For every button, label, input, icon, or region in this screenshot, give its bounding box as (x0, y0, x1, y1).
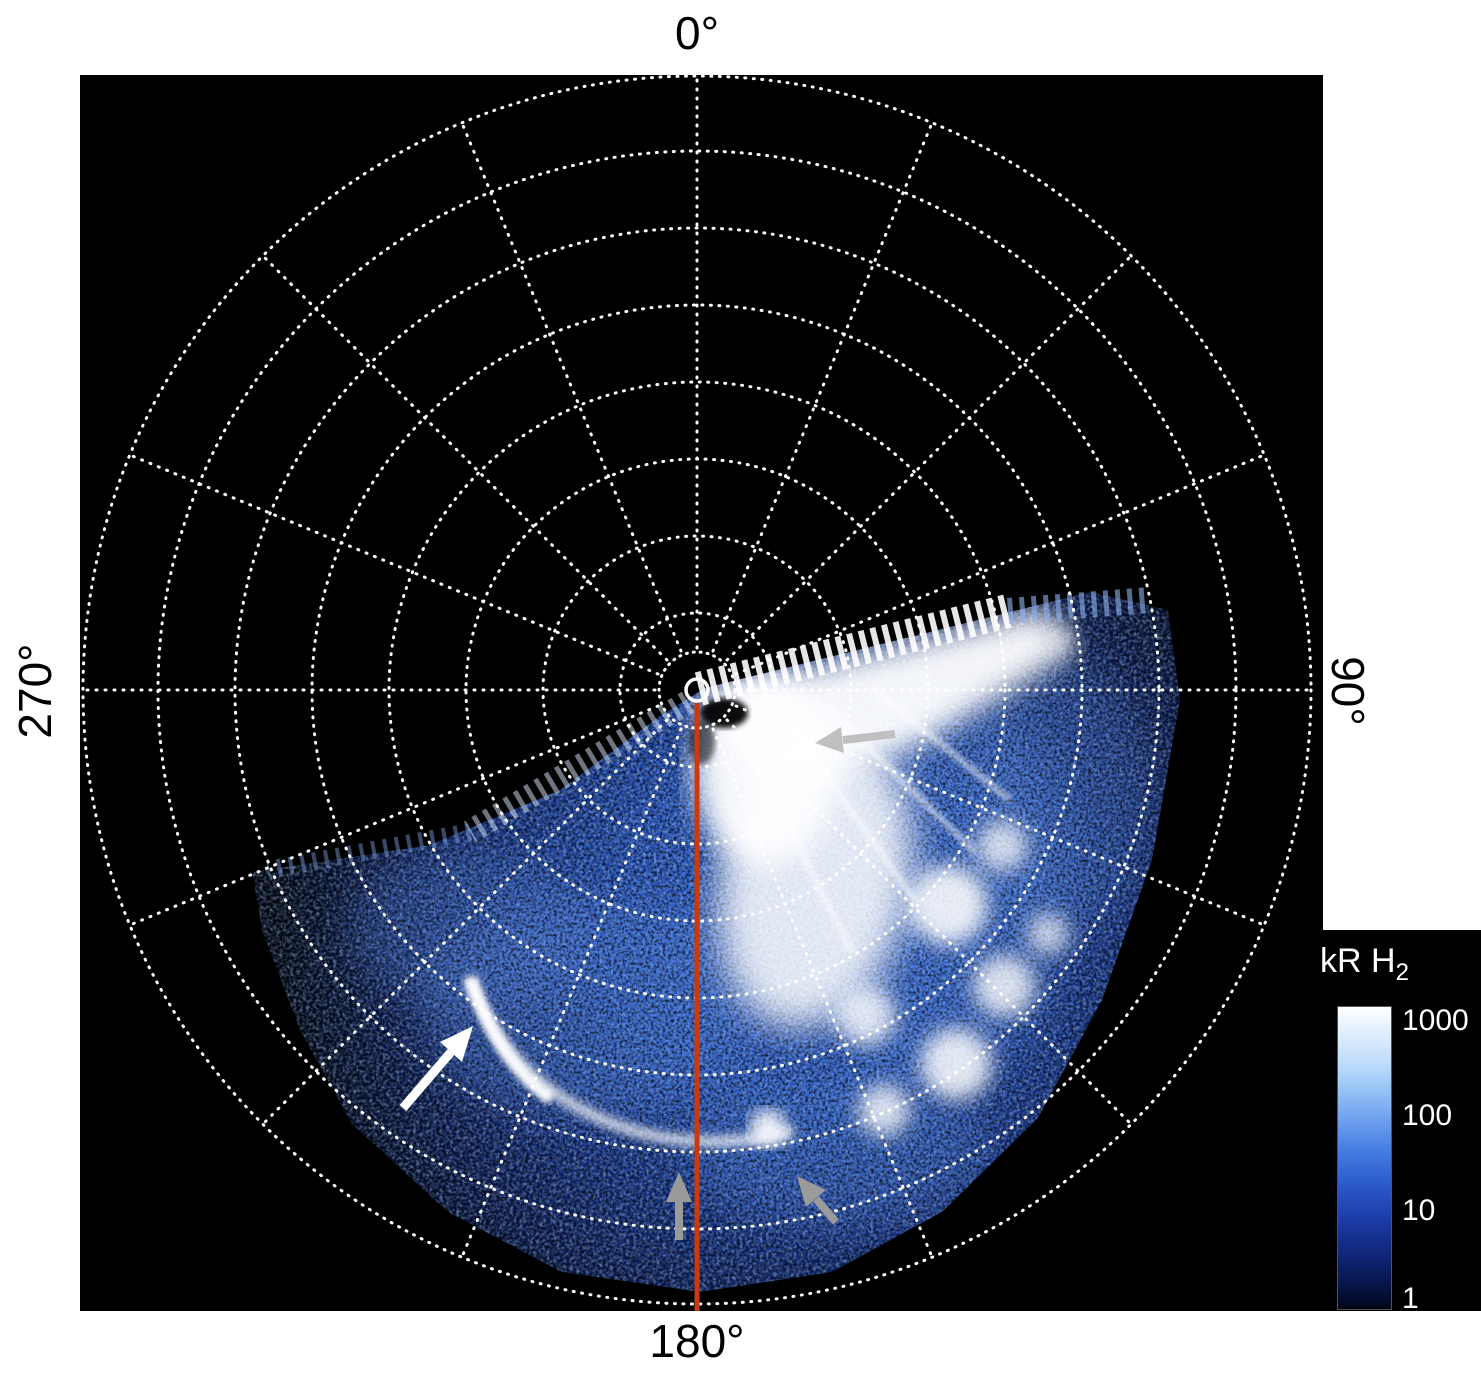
arrow-meridian-feature (666, 1172, 692, 1240)
colorbar-tick-1000: 1000 (1402, 1004, 1469, 1037)
angle-label-180: 180° (649, 1315, 745, 1367)
azimuthal-gridline-spokes (81, 74, 1313, 1306)
aurora-emission (252, 592, 1180, 1292)
colorbar: kR H2 1000 100 10 1 (1318, 940, 1481, 1315)
narrow-auroral-arc (463, 975, 796, 1147)
colorbar-title-subscript: 2 (1395, 958, 1409, 986)
ragged-data-edge (266, 587, 1152, 879)
colorbar-tick-1: 1 (1402, 1282, 1419, 1315)
pole-marker (684, 677, 710, 703)
bright-emission-region (693, 608, 1064, 1029)
colorbar-tick-100: 100 (1402, 1099, 1453, 1132)
arrow-main-arc (399, 1026, 473, 1111)
polar-grid (81, 74, 1313, 1306)
arrow-arc-end (797, 1176, 840, 1225)
arrow-bright-edge (815, 727, 896, 753)
angle-label-0: 0° (675, 7, 719, 59)
colorbar-title: kR H2 (1320, 942, 1409, 987)
colorbar-tick-10: 10 (1402, 1194, 1436, 1227)
colorbar-title-main: kR H (1320, 942, 1396, 980)
patchy-emission-spots (836, 623, 1075, 1136)
colorbar-gradient (1337, 1006, 1392, 1310)
